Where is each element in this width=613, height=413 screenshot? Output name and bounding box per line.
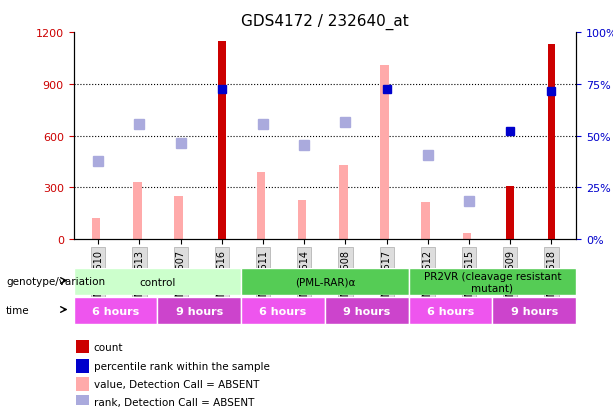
FancyBboxPatch shape [409,268,576,295]
Text: percentile rank within the sample: percentile rank within the sample [94,361,270,371]
Bar [92,219,101,240]
FancyBboxPatch shape [492,297,576,324]
Bar [218,42,226,240]
Text: 9 hours: 9 hours [175,306,223,316]
Bar [421,202,430,240]
Text: count: count [94,342,123,352]
Bar [76,359,89,373]
Bar [76,395,89,408]
Bar [76,377,89,391]
Text: PR2VR (cleavage resistant
mutant): PR2VR (cleavage resistant mutant) [424,271,561,293]
Bar [463,233,471,240]
Text: genotype/variation: genotype/variation [6,277,105,287]
Bar [257,173,265,240]
Bar [133,183,142,240]
FancyBboxPatch shape [74,268,241,295]
Text: control: control [139,277,175,287]
FancyBboxPatch shape [241,297,325,324]
FancyBboxPatch shape [158,297,241,324]
Text: (PML-RAR)α: (PML-RAR)α [295,277,355,287]
Text: 9 hours: 9 hours [343,306,390,316]
Text: 6 hours: 6 hours [427,306,474,316]
Text: time: time [6,306,30,316]
Text: 9 hours: 9 hours [511,306,558,316]
Bar [380,66,389,240]
Bar [298,201,306,240]
Bar [506,186,514,240]
Bar [547,45,555,240]
Bar [174,197,183,240]
Text: 6 hours: 6 hours [92,306,139,316]
Text: rank, Detection Call = ABSENT: rank, Detection Call = ABSENT [94,397,254,407]
Bar [76,340,89,354]
Bar [339,166,348,240]
Text: value, Detection Call = ABSENT: value, Detection Call = ABSENT [94,379,259,389]
Title: GDS4172 / 232640_at: GDS4172 / 232640_at [241,14,409,30]
FancyBboxPatch shape [74,297,158,324]
FancyBboxPatch shape [241,268,409,295]
FancyBboxPatch shape [325,297,409,324]
Text: 6 hours: 6 hours [259,306,306,316]
FancyBboxPatch shape [409,297,492,324]
